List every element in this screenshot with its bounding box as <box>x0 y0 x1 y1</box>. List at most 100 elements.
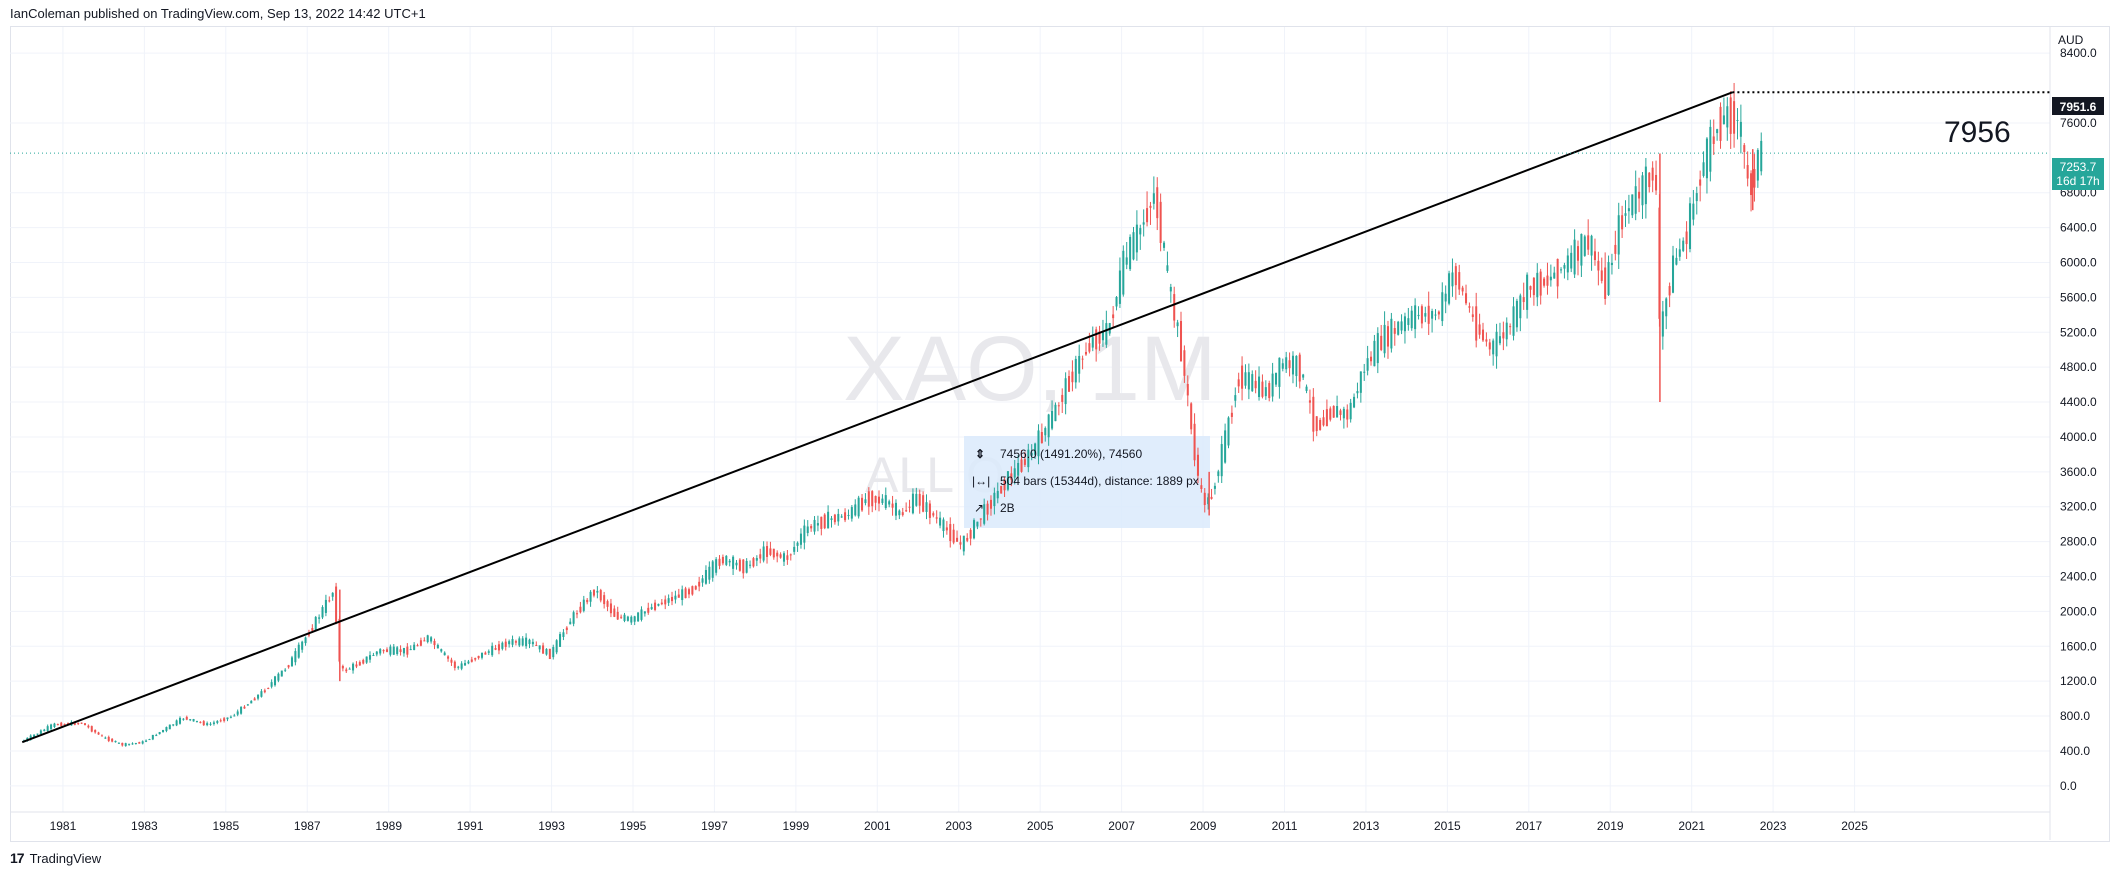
candle-body <box>341 666 344 669</box>
candle-body <box>1492 340 1495 355</box>
y-tick-label: 0.0 <box>2060 779 2077 793</box>
candle-body <box>1132 232 1135 260</box>
candle-body <box>935 517 938 519</box>
candle-body <box>345 669 348 672</box>
candle-body <box>131 743 134 745</box>
candle-body <box>979 518 982 520</box>
candle-body <box>121 742 124 746</box>
y-tick-label: 3200.0 <box>2060 500 2097 514</box>
candle-body <box>1729 97 1732 134</box>
y-tick-label: 5600.0 <box>2060 290 2097 304</box>
y-tick-label: 3600.0 <box>2060 465 2097 479</box>
candle-body <box>1101 331 1104 341</box>
candle-body <box>762 546 765 561</box>
candle-body <box>508 641 511 645</box>
candle-body <box>365 656 368 663</box>
x-tick-label: 2023 <box>1760 819 1787 833</box>
candle-body <box>803 525 806 543</box>
candle-body <box>521 638 524 646</box>
candle-body <box>1560 269 1563 271</box>
candle-body <box>1736 120 1739 122</box>
candle-body <box>918 493 921 506</box>
candle-body <box>134 743 137 745</box>
candle-body <box>1570 252 1573 269</box>
candle-body <box>939 517 942 526</box>
candle-body <box>1370 356 1373 362</box>
y-tick-label: 2800.0 <box>2060 535 2097 549</box>
candle-body <box>1176 322 1179 327</box>
candle-body <box>426 635 429 642</box>
candle-body <box>453 661 456 668</box>
candle-body <box>901 512 904 516</box>
candle-body <box>1593 251 1596 261</box>
chart-canvas[interactable]: 1981 1983 1985 1987 1989 1991 1993 1995 1997 1999… <box>0 0 2123 846</box>
candle-body <box>1156 187 1159 219</box>
candle-body <box>501 642 504 649</box>
candle-body <box>355 664 358 667</box>
candle-body <box>1641 175 1644 206</box>
candle-body <box>243 706 246 709</box>
candle-body <box>1325 409 1328 427</box>
candle-body <box>1505 322 1508 340</box>
candle-body <box>1393 328 1396 334</box>
candle-body <box>1522 297 1525 303</box>
x-tick-label: 1981 <box>50 819 77 833</box>
candle-body <box>1451 272 1454 287</box>
candle-body <box>1597 260 1600 271</box>
candle-body <box>1234 395 1237 401</box>
candle-body <box>776 552 779 557</box>
candle-body <box>1274 372 1278 385</box>
candle-body <box>1515 300 1518 328</box>
candle-body <box>769 548 772 555</box>
candle-body <box>1264 387 1267 397</box>
candle-body <box>1295 355 1298 377</box>
candle-body <box>542 645 545 654</box>
candle-body <box>77 723 80 725</box>
candle-body <box>1291 355 1294 375</box>
candle-body <box>894 502 897 516</box>
level-price-tag: 7951.6 <box>2052 97 2104 115</box>
candle-body <box>175 720 178 726</box>
candle-body <box>1502 332 1505 339</box>
trendline[interactable] <box>21 91 1733 744</box>
candle-body <box>861 497 864 511</box>
y-tick-label: 7600.0 <box>2060 116 2097 130</box>
candle-body <box>419 640 422 646</box>
candle-body <box>1081 358 1084 360</box>
candle-body <box>745 560 748 573</box>
candle-body <box>708 566 711 580</box>
candle-body <box>684 588 687 599</box>
candle-body <box>1163 242 1166 248</box>
candle-body <box>1756 149 1759 181</box>
candle-body <box>1407 318 1410 326</box>
measure-bars-range: 504 bars (15344d), distance: 1889 px <box>1000 474 1199 488</box>
candle-body <box>480 652 484 658</box>
x-tick-label: 2015 <box>1434 819 1461 833</box>
candle-body <box>1023 459 1026 465</box>
candle-body <box>1003 479 1006 491</box>
candle-body <box>687 589 690 595</box>
candle-body <box>840 516 843 518</box>
candle-body <box>396 647 399 654</box>
candle-body <box>494 648 497 650</box>
candle-body <box>1485 339 1488 342</box>
tradingview-footer[interactable]: 17 TradingView <box>10 850 101 866</box>
candle-body <box>623 614 626 621</box>
candle-body <box>470 659 473 662</box>
candle-body <box>1051 411 1054 429</box>
y-tick-label: 400.0 <box>2060 744 2090 758</box>
annotation-7956[interactable]: 7956 <box>1944 116 2011 149</box>
chart-frame[interactable] <box>10 26 2110 842</box>
candle-body <box>385 649 389 652</box>
candle-body <box>1478 324 1481 335</box>
candle-body <box>246 704 249 706</box>
candle-body <box>1519 295 1522 319</box>
candle-body <box>1604 267 1607 299</box>
candle-body <box>1726 106 1729 128</box>
candle-body <box>141 741 144 744</box>
candle-body <box>681 589 684 601</box>
candle-body <box>1688 203 1691 250</box>
candle-body <box>504 641 507 647</box>
candle-body <box>1013 468 1016 478</box>
candle-body <box>1512 306 1515 336</box>
